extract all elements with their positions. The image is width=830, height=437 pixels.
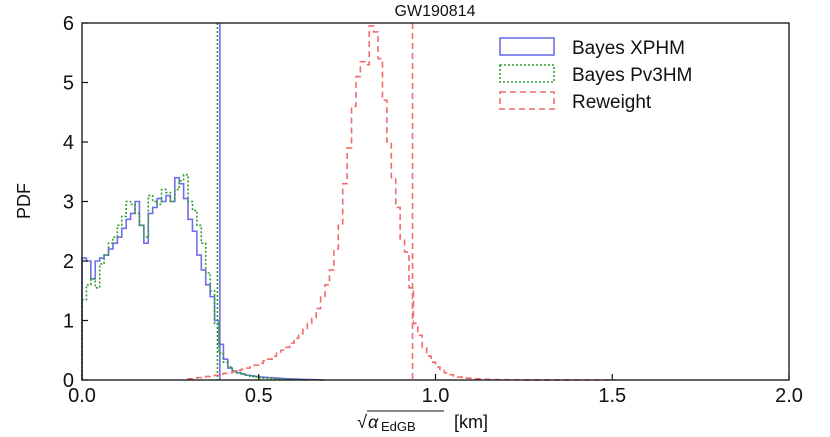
chart-title: GW190814: [395, 3, 476, 20]
y-tick-label: 5: [63, 73, 74, 95]
plot-area: [81, 23, 617, 381]
x-axis-label-unit: [km]: [454, 412, 488, 432]
x-tick-label: 1.0: [422, 385, 450, 407]
x-axis-label-prefix: √: [357, 412, 367, 432]
legend-label: Reweight: [572, 92, 652, 113]
legend-swatch: [499, 37, 555, 56]
legend-swatch: [499, 91, 555, 110]
y-tick-label: 0: [63, 370, 74, 392]
y-axis: 0 1 2 3 4 5 6: [63, 13, 88, 392]
series-line-0: [81, 176, 326, 381]
x-axis-label-symbol: α: [368, 412, 379, 432]
x-tick-label: 0.0: [68, 385, 96, 407]
y-tick-label: 4: [63, 132, 74, 154]
legend-label: Bayes XPHM: [572, 38, 685, 59]
x-axis: 0.0 0.5 1.0 1.5 2.0: [68, 374, 803, 407]
y-tick-label: 1: [63, 311, 74, 333]
x-axis-label: √ α EdGB [km]: [357, 410, 488, 434]
y-tick-label: 3: [63, 192, 74, 214]
y-tick-label: 6: [63, 13, 74, 35]
y-tick-label: 2: [63, 251, 74, 273]
y-axis-label: PDF: [14, 183, 34, 219]
legend: Bayes XPHM Bayes Pv3HM Reweight: [499, 37, 692, 113]
x-tick-label: 0.5: [245, 385, 273, 407]
x-tick-label: 2.0: [775, 385, 803, 407]
series-line-2: [187, 25, 617, 381]
legend-swatch: [499, 64, 555, 83]
x-tick-label: 1.5: [598, 385, 626, 407]
series-line-1: [81, 173, 308, 381]
x-axis-label-subscript: EdGB: [381, 419, 416, 434]
legend-label: Bayes Pv3HM: [572, 65, 692, 86]
